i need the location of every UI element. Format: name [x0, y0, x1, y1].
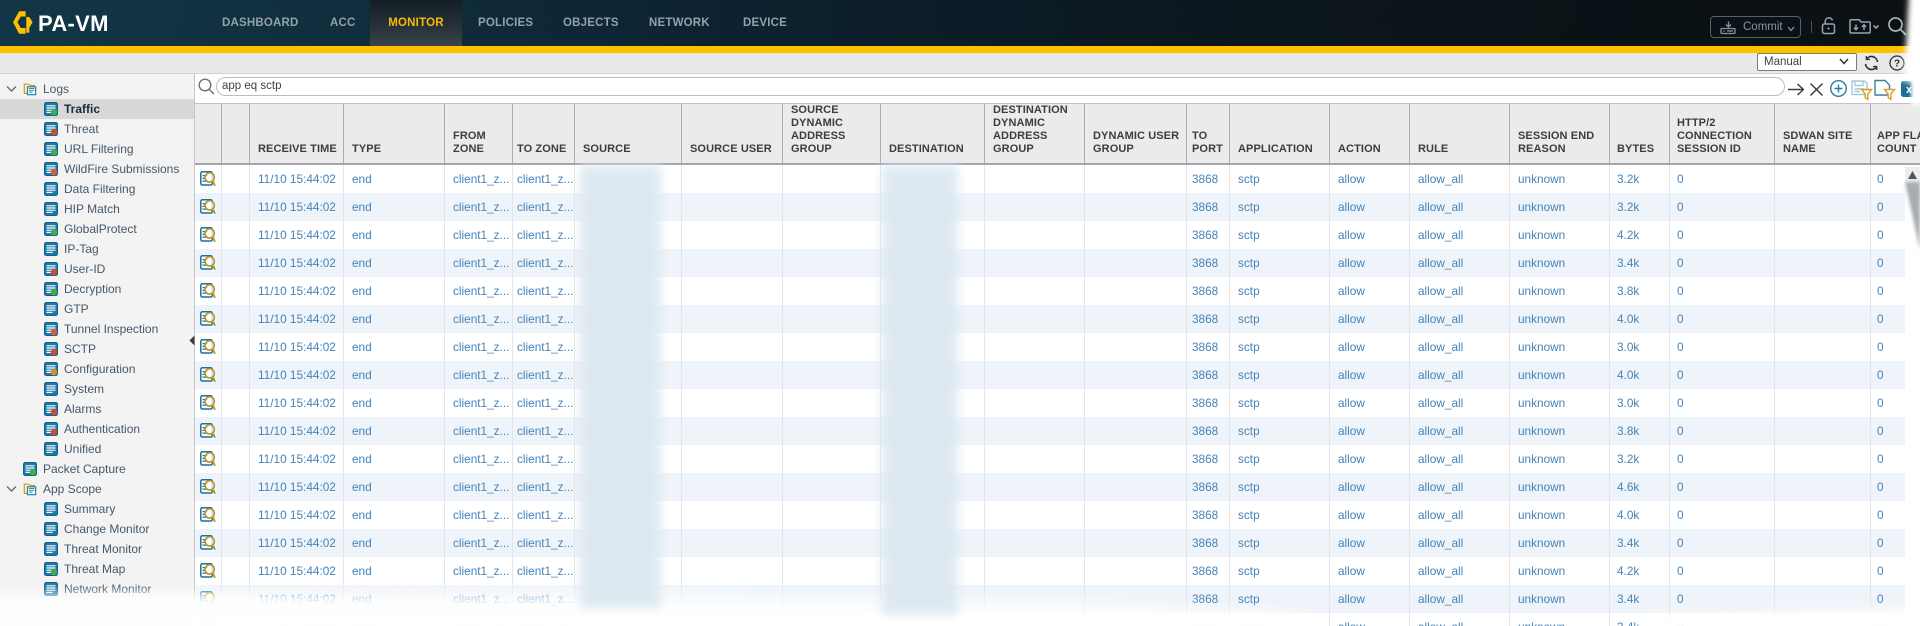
- svg-text:?: ?: [1894, 59, 1900, 70]
- svg-text:x: x: [1906, 84, 1913, 96]
